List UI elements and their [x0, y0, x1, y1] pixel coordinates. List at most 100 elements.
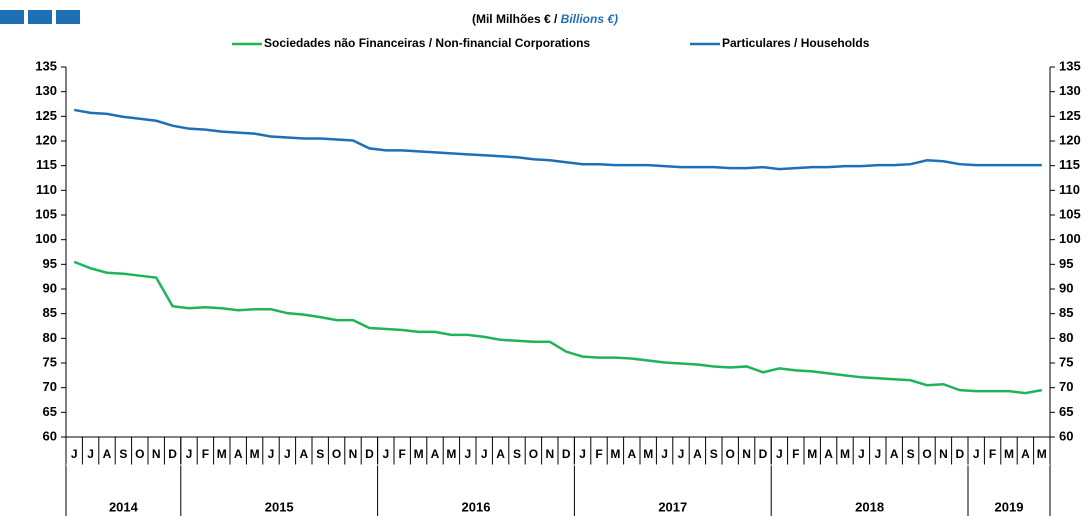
logo-block [0, 10, 24, 24]
x-tick-label: O [529, 447, 538, 461]
series-line [73, 108, 1042, 171]
x-tick-label: J [874, 447, 881, 461]
x-tick-label: A [693, 447, 702, 461]
x-tick-label: J [973, 447, 980, 461]
x-tick-label: M [414, 447, 424, 461]
logo-block [56, 10, 80, 24]
x-tick-label: D [562, 447, 571, 461]
y-tick-label: 70 [43, 379, 57, 394]
x-tick-label: A [496, 447, 505, 461]
x-tick-label: A [234, 447, 243, 461]
x-tick-label: J [661, 447, 668, 461]
y-tick-label: 120 [35, 132, 57, 147]
x-tick-label: D [168, 447, 177, 461]
y2-tick-label: 95 [1059, 256, 1073, 271]
y-tick-label: 65 [43, 404, 57, 419]
x-tick-label: A [1021, 447, 1030, 461]
chart-subtitle: (Mil Milhões € / Billions €) [472, 12, 618, 26]
x-tick-label: A [627, 447, 636, 461]
y-tick-label: 90 [43, 280, 57, 295]
x-tick-label: D [759, 447, 768, 461]
x-tick-label: O [922, 447, 931, 461]
x-tick-label: M [1037, 447, 1047, 461]
y2-tick-label: 80 [1059, 330, 1073, 345]
year-label: 2019 [995, 499, 1024, 514]
x-tick-label: S [710, 447, 718, 461]
subtitle-part: (Mil Milhões € / [472, 12, 561, 26]
y2-tick-label: 60 [1059, 428, 1073, 443]
x-tick-label: J [284, 447, 291, 461]
legend-label: Sociedades não Financeiras / Non-financi… [264, 36, 590, 50]
x-tick-label: N [742, 447, 751, 461]
y2-tick-label: 135 [1059, 58, 1081, 73]
x-tick-label: A [890, 447, 899, 461]
y-tick-label: 115 [36, 157, 57, 172]
x-tick-label: M [643, 447, 653, 461]
series-line [73, 260, 1043, 395]
x-tick-label: A [824, 447, 833, 461]
year-label: 2018 [855, 499, 884, 514]
x-tick-label: F [595, 447, 602, 461]
y2-tick-label: 105 [1059, 206, 1081, 221]
x-tick-label: D [955, 447, 964, 461]
x-tick-label: J [776, 447, 783, 461]
x-tick-label: J [464, 447, 471, 461]
subtitle-part: Billions €) [561, 12, 618, 26]
y2-tick-label: 90 [1059, 280, 1073, 295]
x-tick-label: M [250, 447, 260, 461]
y2-tick-label: 115 [1059, 157, 1080, 172]
x-tick-label: D [365, 447, 374, 461]
x-tick-label: O [726, 447, 735, 461]
x-tick-label: N [349, 447, 358, 461]
y-tick-label: 110 [36, 182, 57, 197]
y-tick-label: 60 [43, 428, 57, 443]
y2-tick-label: 85 [1059, 305, 1073, 320]
legend-label: Particulares / Households [722, 36, 870, 50]
x-tick-label: J [382, 447, 389, 461]
y2-tick-label: 120 [1059, 132, 1081, 147]
x-tick-label: S [119, 447, 127, 461]
year-label: 2014 [109, 499, 139, 514]
y-tick-label: 80 [43, 330, 57, 345]
y-tick-label: 135 [35, 58, 57, 73]
x-tick-label: N [939, 447, 948, 461]
x-tick-label: J [579, 447, 586, 461]
x-tick-label: A [103, 447, 112, 461]
x-tick-label: J [71, 447, 78, 461]
x-tick-label: S [316, 447, 324, 461]
x-tick-label: F [989, 447, 996, 461]
x-tick-label: O [135, 447, 144, 461]
y2-tick-label: 70 [1059, 379, 1073, 394]
x-tick-label: S [513, 447, 521, 461]
y-tick-label: 105 [35, 206, 57, 221]
x-tick-label: J [186, 447, 193, 461]
x-tick-label: J [87, 447, 94, 461]
y2-tick-label: 75 [1059, 354, 1073, 369]
y2-tick-label: 100 [1059, 231, 1081, 246]
y2-tick-label: 110 [1059, 182, 1080, 197]
logo-block [28, 10, 52, 24]
x-tick-label: M [807, 447, 817, 461]
x-tick-label: M [610, 447, 620, 461]
y-tick-label: 95 [43, 256, 57, 271]
x-tick-label: S [907, 447, 915, 461]
x-tick-label: F [202, 447, 209, 461]
y2-tick-label: 65 [1059, 404, 1073, 419]
y-tick-label: 100 [35, 231, 57, 246]
year-label: 2015 [265, 499, 294, 514]
x-tick-label: F [792, 447, 799, 461]
x-tick-label: N [545, 447, 554, 461]
y-tick-label: 75 [43, 354, 57, 369]
y-tick-label: 130 [35, 83, 57, 98]
x-tick-label: J [268, 447, 275, 461]
x-tick-label: J [678, 447, 685, 461]
x-tick-label: N [152, 447, 161, 461]
y2-tick-label: 125 [1059, 108, 1081, 123]
x-tick-label: O [332, 447, 341, 461]
y2-tick-label: 130 [1059, 83, 1081, 98]
x-tick-label: A [431, 447, 440, 461]
x-tick-label: M [217, 447, 227, 461]
x-tick-label: J [858, 447, 865, 461]
year-label: 2016 [462, 499, 491, 514]
